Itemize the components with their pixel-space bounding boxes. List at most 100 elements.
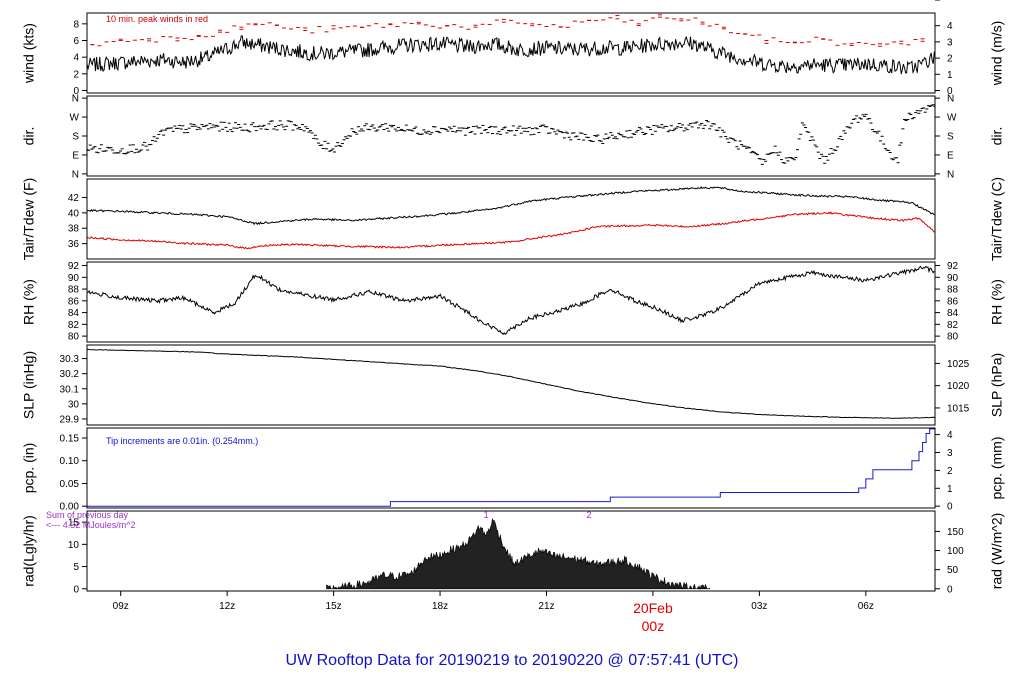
plot-area-slp (87, 348, 935, 419)
ylabel-right-wind: wind (m/s) (989, 21, 1005, 87)
tick-right-rh-3: 86 (947, 296, 959, 307)
tick-left-dir-0: N (72, 169, 79, 180)
tick-left-temp-2: 40 (68, 208, 80, 219)
x-date-label: 20Feb (633, 600, 673, 616)
tick-left-pcp-1: 0.05 (60, 479, 80, 490)
tick-right-dir-4: N (947, 94, 954, 105)
tick-left-temp-1: 38 (68, 224, 80, 235)
panel-frame-slp (86, 344, 936, 426)
relative-humidity-line (87, 265, 935, 336)
x-tick-label-1: 12z (219, 601, 235, 612)
tick-right-slp-0: 1015 (947, 403, 970, 414)
x-tick-label-4: 21z (538, 601, 554, 612)
tick-left-dir-4: N (72, 94, 79, 105)
tick-right-pcp-2: 2 (947, 466, 953, 477)
tick-right-rh-1: 82 (947, 320, 959, 331)
x-midnight-label: 00z (642, 618, 665, 634)
tick-left-dir-2: S (72, 132, 79, 143)
panel-frame-rad (86, 510, 936, 592)
ylabel-right-slp: SLP (hPa) (989, 353, 1005, 417)
panel-temp: Tair/Tdew (F)Tair/Tdew (C)3638404223456 (21, 0, 1005, 261)
tick-right-dir-1: E (947, 150, 954, 161)
panel-frame-rh (86, 261, 936, 343)
tick-right-wind-4: 4 (947, 21, 953, 32)
tick-right-slp-2: 1025 (947, 359, 970, 370)
tick-right-temp-1: 3 (947, 0, 953, 3)
dewpoint-line (87, 211, 935, 250)
tick-left-rh-6: 92 (68, 261, 80, 272)
tick-right-temp-4: 6 (947, 0, 953, 3)
ylabel-right-dir: dir. (989, 127, 1005, 146)
tick-right-dir-0: N (947, 169, 954, 180)
wind-annotation: 10 min. peak winds in red (106, 14, 208, 24)
ylabel-left-rad: rad(Lgly/hr) (21, 515, 37, 587)
tick-left-wind-3: 6 (73, 36, 79, 47)
rad-peak-marker-1: 2 (587, 510, 592, 520)
tick-right-slp-1: 1020 (947, 381, 970, 392)
tick-left-dir-1: E (72, 150, 79, 161)
tick-left-slp-4: 30.3 (60, 354, 80, 365)
panel-frame-wind (86, 12, 936, 94)
plot-area-rad (326, 517, 710, 590)
footer-title: UW Rooftop Data for 20190219 to 20190220… (286, 652, 739, 669)
x-tick-label-0: 09z (113, 601, 129, 612)
tick-right-pcp-3: 3 (947, 448, 953, 459)
pcp-annotation: Tip increments are 0.01in. (0.254mm.) (106, 436, 258, 446)
x-tick-label-2: 15z (326, 601, 342, 612)
tick-left-temp-3: 42 (68, 193, 80, 204)
tick-right-rad-1: 50 (947, 565, 959, 576)
x-tick-label-3: 18z (432, 601, 448, 612)
tick-left-slp-0: 29.9 (60, 414, 80, 425)
tick-left-pcp-2: 0.10 (60, 456, 80, 467)
x-axis: 09z 12z 15z 18z 21z 03z 06z 20Feb 00z (113, 591, 874, 634)
tick-right-temp-0: 2 (947, 0, 953, 3)
tick-left-wind-2: 4 (73, 53, 79, 64)
plot-area-pcp (87, 428, 935, 507)
ylabel-left-rh: RH (%) (21, 279, 37, 325)
x-tick-label-5: 03z (751, 601, 767, 612)
ylabel-right-pcp: pcp. (mm) (989, 437, 1005, 500)
tick-right-wind-3: 3 (947, 37, 953, 48)
plot-area-rh (87, 265, 935, 336)
tick-left-wind-4: 8 (73, 19, 79, 30)
ylabel-left-dir: dir. (21, 127, 37, 146)
tick-left-rh-2: 84 (68, 308, 80, 319)
ylabel-right-rh: RH (%) (989, 279, 1005, 325)
tick-right-rad-0: 0 (947, 584, 953, 595)
tick-left-pcp-0: 0.00 (60, 502, 80, 513)
tick-left-rh-3: 86 (68, 296, 80, 307)
wind-speed-line (87, 35, 935, 75)
tick-left-temp-0: 36 (68, 239, 80, 250)
tick-left-dir-3: W (70, 113, 80, 124)
sea-level-pressure-line (87, 348, 935, 419)
plot-area-dir (87, 104, 935, 165)
tick-left-rh-5: 90 (68, 273, 80, 284)
rad-peak-marker-0: 1 (484, 510, 489, 520)
ylabel-right-rad: rad (W/m^2) (989, 513, 1005, 590)
tick-left-wind-0: 0 (73, 86, 79, 97)
panel-frame-pcp (86, 427, 936, 509)
tick-right-wind-0: 0 (947, 86, 953, 97)
tick-right-temp-3: 5 (947, 0, 953, 3)
panel-frame-dir (86, 95, 936, 177)
tick-left-pcp-3: 0.15 (60, 434, 80, 445)
panel-frame-temp (86, 178, 936, 260)
tick-right-dir-2: S (947, 132, 954, 143)
x-tick-label-6: 06z (858, 601, 874, 612)
plot-area-temp (87, 186, 935, 250)
tick-right-rh-4: 88 (947, 285, 959, 296)
tick-right-pcp-0: 0 (947, 502, 953, 513)
ylabel-left-wind: wind (kts) (21, 23, 37, 84)
panel-dir: dir. dir.N NE ES SW WN N (21, 94, 1005, 181)
tick-left-rad-1: 5 (73, 562, 79, 573)
tick-right-temp-2: 4 (947, 0, 953, 3)
tick-right-dir-3: W (947, 113, 957, 124)
tick-left-rad-2: 10 (68, 540, 80, 551)
tick-right-rh-0: 80 (947, 332, 959, 343)
tick-right-rh-2: 84 (947, 308, 959, 319)
tick-right-pcp-1: 1 (947, 484, 953, 495)
rad-annotation-1: <--- 4.32 MJoules/m^2 (46, 520, 136, 530)
